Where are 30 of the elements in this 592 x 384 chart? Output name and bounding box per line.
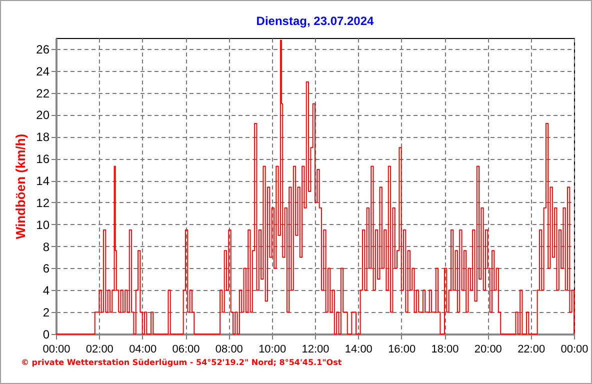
y-tick-label: 6 bbox=[42, 262, 50, 276]
x-tick-label: 04:00 bbox=[129, 344, 157, 356]
x-tick-label: 00:00 bbox=[42, 344, 70, 356]
y-tick-label: 4 bbox=[42, 284, 50, 298]
x-tick-label: 06:00 bbox=[172, 344, 200, 356]
x-tick-label: 16:00 bbox=[388, 344, 416, 356]
y-tick-label: 14 bbox=[36, 174, 50, 188]
y-axis-title: Windböen (km/h) bbox=[13, 134, 28, 240]
x-tick-label: 18:00 bbox=[431, 344, 459, 356]
text: © private Wetterstation Süderlügum - 54°52'19.2" Nord; 8°54'45.1"Ost bbox=[21, 358, 342, 367]
y-tick-label: 8 bbox=[42, 240, 50, 254]
y-tick-label: 24 bbox=[36, 64, 50, 78]
chart-title: Dienstag, 23.07.2024 bbox=[256, 14, 374, 28]
y-tick-label: 22 bbox=[36, 86, 50, 100]
y-tick-label: 12 bbox=[36, 196, 50, 210]
x-tick-label: 22:00 bbox=[518, 344, 546, 356]
y-tick-label: 16 bbox=[36, 152, 50, 166]
x-tick-label: 02:00 bbox=[86, 344, 114, 356]
y-tick-label: 20 bbox=[36, 108, 50, 122]
x-tick-label: 14:00 bbox=[344, 344, 372, 356]
x-tick-label: 00:00 bbox=[560, 344, 588, 356]
x-tick-label: 20:00 bbox=[474, 344, 502, 356]
y-tick-label: 18 bbox=[36, 130, 50, 144]
y-tick-label: 2 bbox=[42, 306, 50, 320]
y-tick-label: 26 bbox=[36, 42, 50, 56]
x-tick-label: 10:00 bbox=[258, 344, 286, 356]
y-tick-label: 0 bbox=[42, 328, 50, 342]
x-tick-label: 08:00 bbox=[215, 344, 243, 356]
y-tick-label: 10 bbox=[36, 218, 50, 232]
x-tick-label: 12:00 bbox=[302, 344, 330, 356]
